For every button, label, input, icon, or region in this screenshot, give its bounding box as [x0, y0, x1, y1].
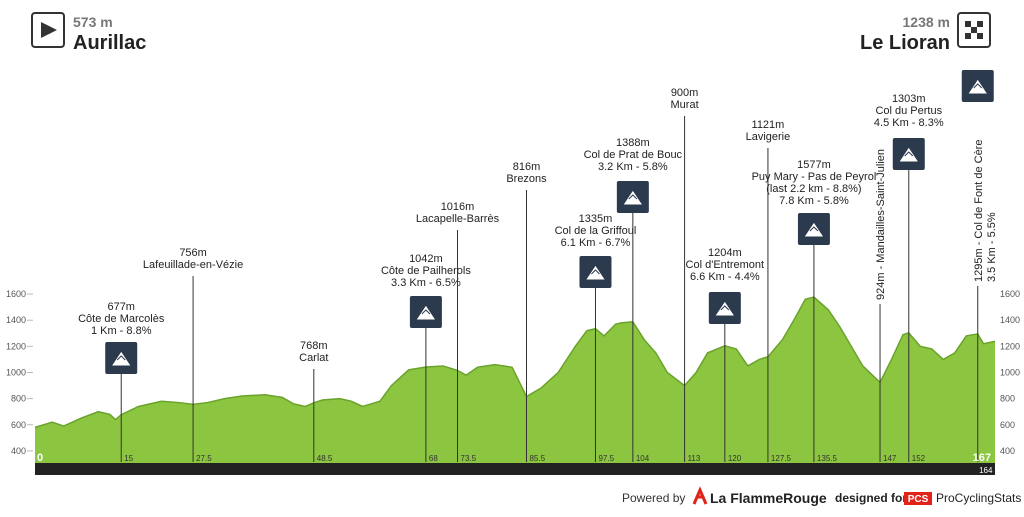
designed-for: designed for	[835, 491, 907, 505]
y-tick-label-right: 800	[1000, 394, 1015, 404]
y-tick-label-right: 1600	[1000, 289, 1020, 299]
waypoint-label: Col d'Entremont	[686, 259, 765, 271]
climb-icon-mountain	[110, 350, 133, 367]
waypoint-km: 104	[636, 454, 650, 463]
climb-icon-mountain	[713, 300, 736, 317]
pcs-name: ProCyclingStats	[936, 491, 1021, 505]
brand-name: La FlammeRouge	[710, 490, 827, 506]
y-tick-label-right: 1000	[1000, 368, 1020, 378]
waypoint-label: Côte de Marcolès	[78, 313, 165, 325]
pcs-logo	[904, 492, 932, 505]
finish-flag	[965, 21, 983, 39]
climb-icon-mountain	[966, 78, 989, 95]
y-tick-label-right: 1400	[1000, 315, 1020, 325]
waypoint-label: 816m	[513, 161, 541, 173]
y-tick-label: 600	[11, 420, 26, 430]
waypoint-label: 6.1 Km - 6.7%	[561, 237, 631, 249]
waypoint-label: 768m	[300, 340, 328, 352]
brand-logo	[692, 486, 708, 505]
climb-icon-mountain	[414, 304, 437, 321]
waypoint-label: Murat	[671, 99, 699, 111]
waypoint-km: 113	[688, 454, 701, 463]
waypoint-km: 127.5	[771, 454, 792, 463]
y-tick-label: 1000	[6, 368, 26, 378]
y-tick-label: 800	[11, 394, 26, 404]
waypoint-label: Col de la Griffoul	[555, 225, 637, 237]
waypoint-km: 27.5	[196, 454, 212, 463]
profile-area	[35, 297, 995, 464]
y-tick-label: 1200	[6, 341, 26, 351]
x-tick-label: 0	[37, 452, 43, 464]
waypoint-label: 1042m	[409, 253, 443, 265]
waypoint-label: Carlat	[299, 352, 328, 364]
waypoint-label: 3.3 Km - 6.5%	[391, 277, 461, 289]
waypoint-label: 924m - Mandailles-Saint-Julien	[875, 149, 887, 300]
waypoint-label: 6.6 Km - 4.4%	[690, 271, 760, 283]
waypoint-label: 1335m	[579, 213, 613, 225]
start-icon-arrow	[41, 22, 57, 38]
waypoint-label: 1295m - Col de Font de Cère	[973, 140, 985, 282]
y-tick-label: 400	[11, 446, 26, 456]
waypoint-label: 1121m	[752, 119, 785, 131]
y-tick-label: 1400	[6, 315, 26, 325]
waypoint-label: 1388m	[616, 137, 650, 149]
waypoint-km: 152	[912, 454, 926, 463]
waypoint-km: 120	[728, 454, 742, 463]
waypoint-km: 135.5	[817, 454, 838, 463]
waypoint-label: 756m	[179, 247, 207, 259]
waypoint-label: 1204m	[708, 247, 742, 259]
powered-by: Powered by	[622, 491, 685, 505]
waypoint-label: (last 2.2 km - 8.8%)	[766, 183, 861, 195]
y-tick-label-right: 400	[1000, 446, 1015, 456]
waypoint-km: 68	[429, 454, 438, 463]
start-name: Aurillac	[73, 32, 146, 54]
waypoint-km: 73.5	[461, 454, 477, 463]
climb-icon-mountain	[584, 264, 607, 281]
waypoint-label: 4.5 Km - 8.3%	[874, 117, 944, 129]
waypoint-label: Col du Pertus	[875, 105, 942, 117]
y-tick-label-right: 1200	[1000, 341, 1020, 351]
waypoint-label: Puy Mary - Pas de Peyrol	[752, 171, 877, 183]
profile-ridge	[34, 296, 996, 429]
climb-icon-mountain	[621, 189, 644, 206]
start-elevation: 573 m	[73, 14, 113, 30]
waypoint-label: Côte de Pailherols	[381, 265, 471, 277]
waypoint-km: 147	[883, 454, 897, 463]
distance-bar	[35, 463, 995, 475]
x-tick-label: 167	[973, 452, 991, 464]
waypoint-label: 3.2 Km - 5.8%	[598, 161, 668, 173]
waypoint-label: 1 Km - 8.8%	[91, 325, 152, 337]
finish-name: Le Lioran	[860, 32, 950, 54]
pcs-logo-text: PCS	[908, 494, 929, 505]
finish-elevation: 1238 m	[903, 14, 950, 30]
waypoint-km: 48.5	[317, 454, 333, 463]
waypoint-label: 1303m	[892, 93, 926, 105]
waypoint-label: Lacapelle-Barrès	[416, 213, 500, 225]
waypoint-label: 3.5 Km - 5.5%	[986, 212, 998, 282]
waypoint-label: 1016m	[441, 201, 475, 213]
waypoint-km: 164	[979, 466, 993, 475]
waypoint-km: 97.5	[598, 454, 614, 463]
y-tick-label: 1600	[6, 289, 26, 299]
waypoint-label: Col de Prat de Bouc	[584, 149, 683, 161]
waypoint-km: 15	[124, 454, 133, 463]
waypoint-label: 1577m	[797, 159, 831, 171]
waypoint-km: 85.5	[529, 454, 545, 463]
waypoint-label: 677m	[107, 301, 135, 313]
waypoint-label: Lavigerie	[746, 131, 791, 143]
climb-icon-mountain	[897, 146, 920, 163]
waypoint-label: 900m	[671, 87, 699, 99]
waypoint-label: Lafeuillade-en-Vézie	[143, 259, 243, 271]
waypoint-label: Brezons	[506, 173, 547, 185]
climb-icon-mountain	[802, 221, 825, 238]
y-tick-label-right: 600	[1000, 420, 1015, 430]
waypoint-label: 7.8 Km - 5.8%	[779, 195, 849, 207]
